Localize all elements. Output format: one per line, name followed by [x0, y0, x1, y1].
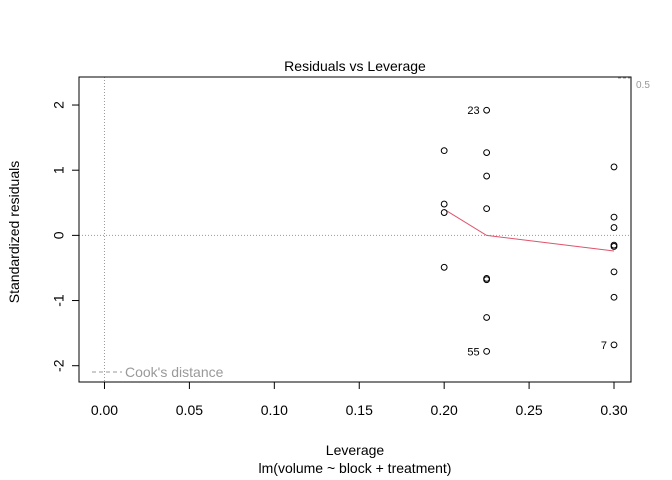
cooks-distance-contour: 0.5 — [618, 77, 650, 91]
legend: Cook's distance — [92, 364, 224, 380]
data-point — [483, 172, 491, 180]
data-point — [483, 314, 491, 321]
chart-title: Residuals vs Leverage — [284, 58, 426, 74]
reference-lines — [79, 77, 631, 382]
data-point — [440, 200, 448, 208]
x-tick-label: 0.25 — [515, 402, 542, 418]
data-point — [483, 276, 491, 284]
data-point — [610, 268, 618, 276]
cook-contour-label: 0.5 — [636, 80, 650, 91]
y-tick-label: 2 — [51, 101, 67, 109]
data-point — [483, 347, 491, 355]
y-axis: -2 -1 0 1 2 — [51, 101, 80, 372]
legend-label: Cook's distance — [125, 364, 224, 380]
x-tick-label: 0.15 — [346, 402, 373, 418]
data-point — [483, 205, 491, 213]
data-point — [610, 224, 618, 231]
x-axis-label: Leverage — [326, 442, 385, 458]
data-point — [483, 149, 491, 156]
data-point — [610, 293, 618, 301]
point-label: 23 — [467, 105, 479, 117]
x-tick-label: 0.20 — [431, 402, 458, 418]
data-point — [440, 209, 448, 216]
data-point — [610, 163, 618, 171]
point-labels: 23 55 7 — [467, 105, 607, 358]
x-tick-label: 0.10 — [261, 402, 288, 418]
x-tick-label: 0.05 — [176, 402, 203, 418]
data-point — [610, 341, 618, 349]
data-points — [440, 106, 618, 355]
data-point — [610, 213, 618, 221]
y-tick-label: 0 — [51, 231, 67, 239]
point-label: 7 — [601, 340, 607, 352]
y-tick-label: -2 — [51, 359, 67, 372]
point-label: 55 — [467, 346, 479, 358]
model-formula-label: lm(volume ~ block + treatment) — [259, 460, 452, 476]
smooth-line-group — [443, 208, 615, 252]
y-tick-label: -1 — [51, 294, 67, 307]
data-point — [483, 106, 491, 114]
y-tick-label: 1 — [51, 166, 67, 174]
data-point — [610, 243, 618, 250]
smooth-line — [443, 208, 615, 252]
data-point — [440, 263, 448, 271]
x-tick-label: 0.00 — [91, 402, 118, 418]
x-tick-label: 0.30 — [600, 402, 627, 418]
data-point — [440, 147, 448, 155]
x-axis: 0.00 0.05 0.10 0.15 0.20 0.25 0.30 — [91, 381, 628, 418]
y-axis-label: Standardized residuals — [6, 161, 22, 303]
